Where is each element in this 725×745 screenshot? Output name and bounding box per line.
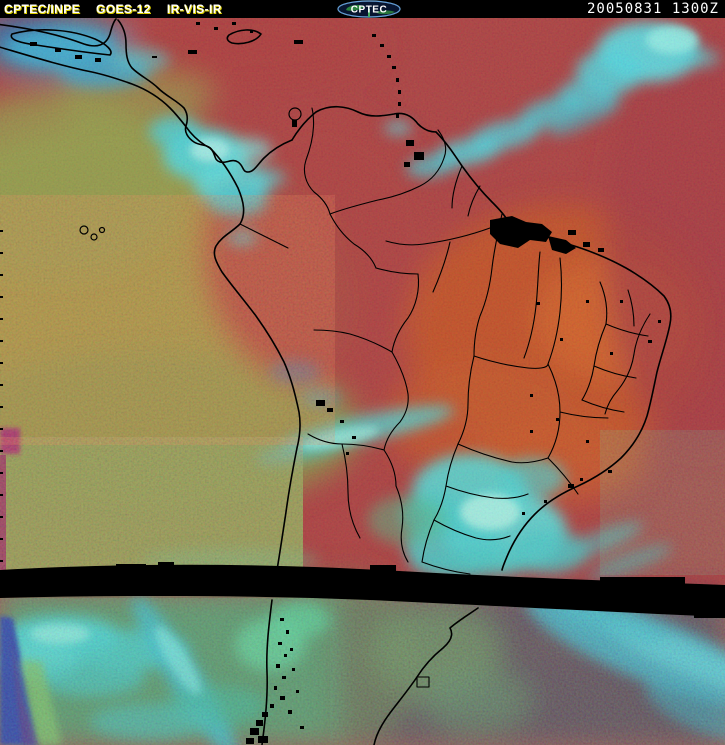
product-title: CPTEC/INPE GOES-12 IR-VIS-IR	[4, 1, 238, 17]
green-segment-speckle	[0, 437, 303, 572]
timestamp-label: 20050831 1300Z	[586, 1, 719, 17]
borders	[239, 107, 651, 688]
satellite-label: GOES-12	[96, 2, 151, 16]
black-features	[0, 22, 661, 744]
cptec-logo: CPTEC	[337, 0, 401, 18]
satellite-image	[0, 18, 725, 745]
southwest-speckle	[0, 598, 330, 745]
coastlines	[0, 18, 672, 745]
pacific-speckle	[0, 195, 335, 445]
product-label: IR-VIS-IR	[166, 2, 222, 16]
no-data-band	[0, 562, 725, 618]
south-speckle	[330, 598, 725, 745]
agency-label: CPTEC/INPE	[4, 2, 81, 16]
atlantic-speckle	[600, 430, 725, 575]
logo-text: CPTEC	[351, 5, 387, 16]
header-bar: CPTEC/INPE GOES-12 IR-VIS-IR CPTEC 2005083…	[0, 0, 725, 18]
